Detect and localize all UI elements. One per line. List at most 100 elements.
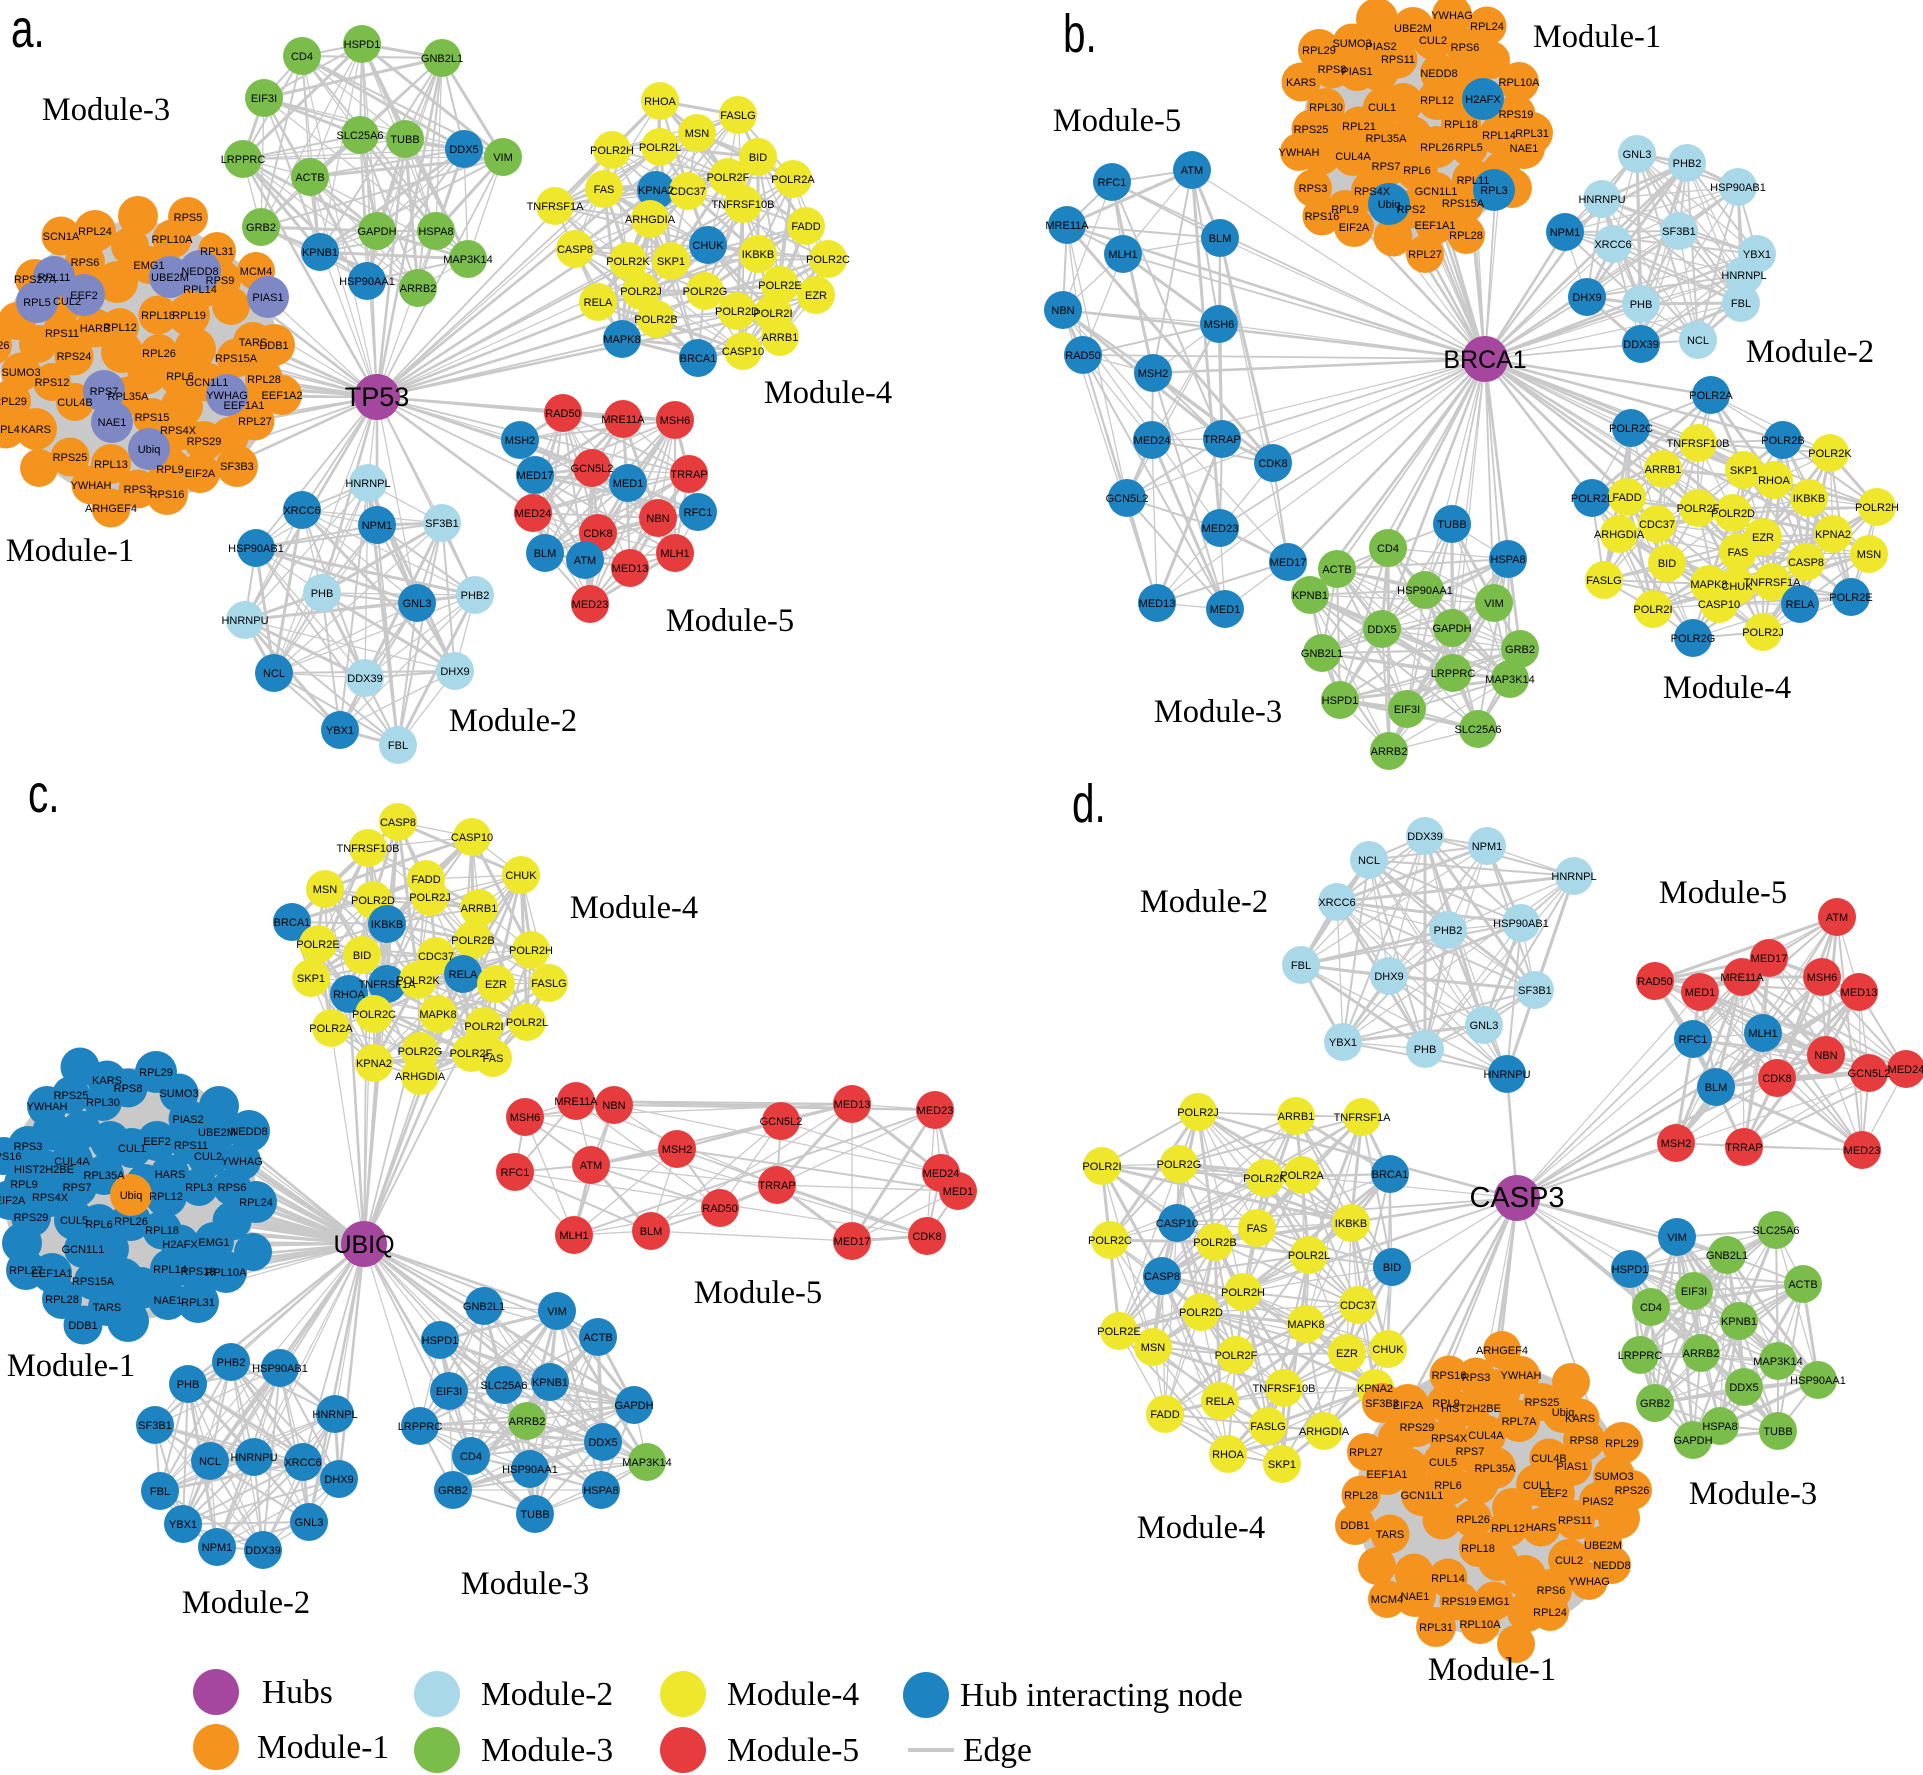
svg-text:HSP90AA1: HSP90AA1 [339,276,395,288]
svg-text:TNFRSF10B: TNFRSF10B [1667,438,1730,450]
svg-text:TNFRSF10B: TNFRSF10B [337,843,400,855]
svg-text:CUL4B: CUL4B [57,397,92,409]
svg-text:EIF3I: EIF3I [436,1386,462,1398]
svg-text:NCL: NCL [1687,335,1709,347]
svg-text:NPM1: NPM1 [1550,227,1581,239]
svg-text:SKP1: SKP1 [297,973,325,985]
svg-text:CDK8: CDK8 [912,1231,941,1243]
svg-text:RPL35A: RPL35A [108,391,150,403]
svg-text:TNFRSF1A: TNFRSF1A [1334,1112,1392,1124]
svg-text:MED23: MED23 [1202,523,1239,535]
svg-text:POLR2L: POLR2L [1288,1250,1330,1262]
svg-text:Module-4: Module-4 [727,1676,859,1713]
svg-text:MLH1: MLH1 [1748,1028,1777,1040]
svg-text:GNL3: GNL3 [1470,1020,1499,1032]
svg-text:NPM1: NPM1 [202,1542,233,1554]
svg-text:NBN: NBN [1814,1050,1837,1062]
svg-text:CASP10: CASP10 [1156,1218,1198,1230]
svg-text:XRCC6: XRCC6 [283,505,320,517]
svg-text:POLR2C: POLR2C [352,1009,396,1021]
svg-text:MED23: MED23 [572,599,609,611]
svg-text:RPL26: RPL26 [142,348,176,360]
svg-text:RPS12: RPS12 [35,377,70,389]
svg-text:TNFRSF1A: TNFRSF1A [527,201,585,213]
svg-text:SLC25A6: SLC25A6 [1454,724,1501,736]
svg-text:HSP90AB1: HSP90AB1 [228,543,284,555]
svg-text:CASP10: CASP10 [1698,599,1740,611]
svg-text:MLH1: MLH1 [559,1230,588,1242]
svg-text:RPS7: RPS7 [63,1182,92,1194]
svg-text:HNRNPU: HNRNPU [221,615,268,627]
svg-text:MED24: MED24 [515,508,552,520]
svg-text:MED24: MED24 [1134,435,1171,447]
svg-text:YBX1: YBX1 [169,1519,197,1531]
svg-text:ARHGDIA: ARHGDIA [1299,1426,1350,1438]
svg-text:Module-2: Module-2 [1140,884,1268,920]
svg-text:Ubiq: Ubiq [1378,199,1401,211]
svg-text:ARRB2: ARRB2 [509,1416,546,1428]
svg-text:BLM: BLM [534,548,557,560]
svg-text:XRCC6: XRCC6 [1594,239,1631,251]
svg-text:ATM: ATM [580,1160,602,1172]
svg-text:ARRB1: ARRB1 [1645,464,1682,476]
svg-text:RPS4X: RPS4X [160,425,197,437]
svg-text:EEF1A1: EEF1A1 [1415,220,1456,232]
svg-text:POLR2E: POLR2E [1097,1326,1140,1338]
svg-text:TNFRSF1A: TNFRSF1A [1744,577,1802,589]
svg-text:GAPDH: GAPDH [614,1400,653,1412]
svg-text:RPS8: RPS8 [114,1083,143,1095]
svg-text:SKP1: SKP1 [1268,1459,1296,1471]
svg-text:MSN: MSN [313,884,338,896]
svg-text:RPL21: RPL21 [1342,121,1376,133]
svg-text:HNRNPU: HNRNPU [1483,1069,1530,1081]
svg-text:PIAS2: PIAS2 [1365,41,1396,53]
svg-text:RPL5: RPL5 [1455,142,1483,154]
svg-text:YWHAH: YWHAH [71,480,112,492]
svg-text:ARHGDIA: ARHGDIA [625,214,676,226]
svg-text:GNL3: GNL3 [295,1517,324,1529]
svg-text:CDC37: CDC37 [670,186,706,198]
svg-text:MSH2: MSH2 [1661,1138,1692,1150]
svg-text:DDX5: DDX5 [1729,1382,1758,1394]
svg-text:EZR: EZR [485,979,507,991]
svg-text:BRCA1: BRCA1 [1372,1169,1409,1181]
svg-text:TUBB: TUBB [390,134,419,146]
svg-text:POLR2D: POLR2D [1179,1307,1223,1319]
svg-text:HSP90AB1: HSP90AB1 [1710,182,1766,194]
svg-text:POLR2G: POLR2G [683,286,728,298]
svg-text:NCL: NCL [199,1456,221,1468]
svg-text:RPL12: RPL12 [1420,95,1454,107]
svg-text:RPL26: RPL26 [1420,142,1454,154]
svg-text:HARS: HARS [80,323,111,335]
svg-text:POLR2A: POLR2A [1280,1170,1324,1182]
svg-text:GNB2L1: GNB2L1 [1706,1250,1748,1262]
svg-text:RPS2: RPS2 [1397,204,1426,216]
svg-text:ARRB2: ARRB2 [1683,1348,1720,1360]
svg-text:CUL1: CUL1 [1368,102,1396,114]
svg-text:NEDD8: NEDD8 [1420,68,1457,80]
svg-text:NBN: NBN [646,513,669,525]
svg-text:KPNB1: KPNB1 [302,247,338,259]
svg-text:DDX5: DDX5 [588,1437,617,1449]
svg-text:GNB2L1: GNB2L1 [1301,648,1343,660]
svg-text:NBN: NBN [602,1100,625,1112]
svg-text:CUL2: CUL2 [1419,35,1447,47]
svg-text:MED1: MED1 [943,1186,974,1198]
svg-text:EIF3I: EIF3I [1681,1286,1707,1298]
svg-text:RPL9: RPL9 [1432,1398,1460,1410]
svg-text:POLR2L: POLR2L [1571,493,1613,505]
svg-text:POLR2H: POLR2H [1221,1287,1265,1299]
svg-text:VIM: VIM [493,152,513,164]
svg-text:HSPA8: HSPA8 [1702,1421,1737,1433]
svg-text:EEF2: EEF2 [143,1136,171,1148]
svg-text:RPL30: RPL30 [1309,102,1343,114]
svg-text:VIM: VIM [1484,598,1504,610]
svg-text:TARS: TARS [239,337,268,349]
svg-text:EIF3I: EIF3I [1394,704,1420,716]
svg-text:Ubiq: Ubiq [120,1190,143,1202]
svg-text:RPL10A: RPL10A [1499,77,1541,89]
svg-text:MRE11A: MRE11A [601,414,645,426]
svg-text:POLR2J: POLR2J [1177,1107,1219,1119]
svg-text:H2AFX: H2AFX [1465,94,1501,106]
svg-text:RPL5: RPL5 [23,297,51,309]
